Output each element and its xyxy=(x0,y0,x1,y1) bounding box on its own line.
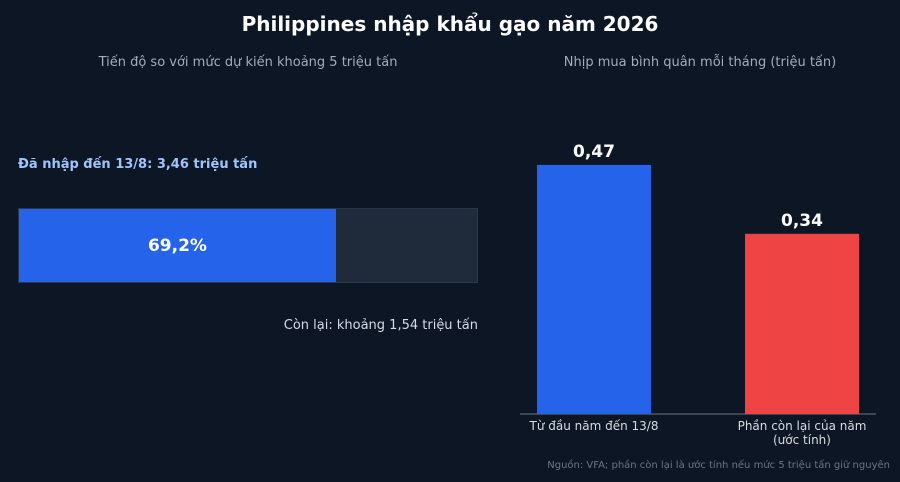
bar-chart-subtitle: Nhịp mua bình quân mỗi tháng (triệu tấn) xyxy=(563,55,837,70)
progress-subtitle: Tiến độ so với mức dự kiến khoảng 5 triệ… xyxy=(98,55,398,70)
bar-2 xyxy=(745,233,859,414)
progress-track: 69,2% xyxy=(18,208,478,283)
chart-title: Philippines nhập khẩu gạo năm 2026 xyxy=(241,12,659,36)
category-label-2-line-2: (ước tính) xyxy=(773,433,831,447)
imported-label: Đã nhập đến 13/8: 3,46 triệu tấn xyxy=(18,157,258,172)
progress-percent-label: 69,2% xyxy=(147,235,207,256)
category-label-2-line-1: Phần còn lại của năm xyxy=(738,419,867,433)
progress-fill: 69,2% xyxy=(19,209,336,282)
remaining-label: Còn lại: khoảng 1,54 triệu tấn xyxy=(283,318,478,333)
bar-value-label-2: 0,34 xyxy=(781,211,823,231)
bar-value-label-1: 0,47 xyxy=(573,142,615,162)
category-label-1: Từ đầu năm đến 13/8 xyxy=(529,419,659,433)
source-note: Nguồn: VFA; phần còn lại là ước tính nếu… xyxy=(547,460,890,471)
bar-1 xyxy=(537,164,651,414)
monthly-pace-bar-chart: 0,47 Từ đầu năm đến 13/8 0,34 Phần còn lại … xyxy=(520,142,876,447)
